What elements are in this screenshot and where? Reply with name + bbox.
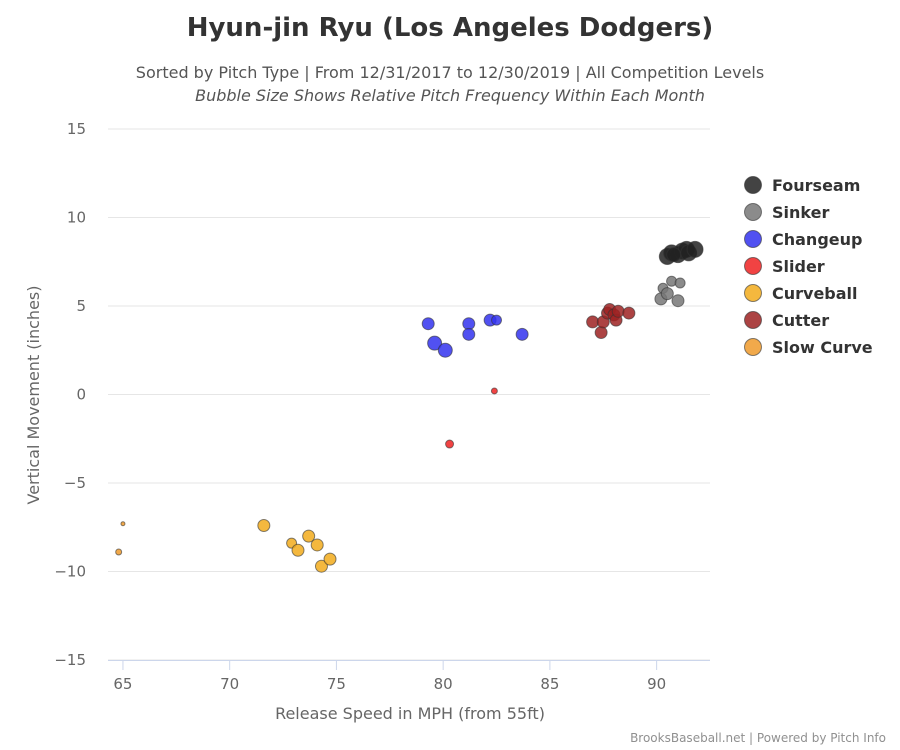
x-tick-label: 65 — [113, 675, 132, 693]
slider-point — [445, 439, 455, 449]
legend-item-sinker[interactable]: Sinker — [744, 203, 830, 222]
chart-subtitle: Sorted by Pitch Type | From 12/31/2017 t… — [136, 63, 764, 82]
legend-label: Sinker — [772, 203, 829, 222]
legend-item-curveball[interactable]: Curveball — [744, 284, 858, 303]
changeup-point — [421, 317, 435, 331]
legend-label: Cutter — [772, 311, 829, 330]
changeup-point — [437, 342, 453, 358]
x-tick-label: 75 — [327, 675, 346, 693]
changeup-point — [515, 327, 529, 341]
legend-item-cutter[interactable]: Cutter — [744, 311, 830, 330]
y-tick-label: −5 — [64, 474, 86, 492]
sinker-point — [671, 294, 685, 308]
curveball-point — [314, 559, 328, 573]
curveball-point — [291, 543, 305, 557]
sinker-point — [660, 287, 674, 301]
x-axis-title: Release Speed in MPH (from 55ft) — [275, 704, 545, 723]
x-axis: 65 70 75 80 85 90 — [108, 660, 710, 693]
slider-point — [490, 387, 498, 395]
legend-marker — [744, 284, 762, 302]
slow-curve-point — [115, 548, 123, 556]
legend-marker — [744, 203, 762, 221]
legend-marker — [744, 230, 762, 248]
legend-marker — [744, 176, 762, 194]
y-axis-title: Vertical Movement (inches) — [24, 286, 43, 505]
legend-label: Slider — [772, 257, 825, 276]
curveball-point — [310, 538, 324, 552]
slow-curve-point — [120, 521, 126, 527]
legend-item-fourseam[interactable]: Fourseam — [744, 176, 861, 195]
curveball-point — [323, 552, 337, 566]
x-tick-label: 70 — [220, 675, 239, 693]
cutter-point — [622, 306, 636, 320]
fourseam-point — [686, 240, 704, 258]
changeup-point — [491, 314, 503, 326]
legend-label: Changeup — [772, 230, 862, 249]
y-tick-label: 5 — [76, 297, 86, 315]
chart-credits: BrooksBaseball.net | Powered by Pitch In… — [630, 731, 886, 745]
y-tick-label: 10 — [67, 209, 86, 227]
cutter-point — [594, 326, 608, 340]
cutter-point — [611, 304, 625, 318]
x-tick-label: 90 — [647, 675, 666, 693]
legend-marker — [744, 338, 762, 356]
legend-label: Curveball — [772, 284, 858, 303]
curveball-point — [257, 518, 271, 532]
y-tick-label: −10 — [54, 563, 86, 581]
changeup-point — [427, 335, 443, 351]
legend-marker — [744, 257, 762, 275]
y-tick-label: 15 — [67, 120, 86, 138]
sinker-point — [674, 277, 686, 289]
data-points — [115, 240, 704, 573]
legend-item-changeup[interactable]: Changeup — [744, 230, 863, 249]
y-tick-label: 0 — [76, 386, 86, 404]
legend-label: Slow Curve — [772, 338, 873, 357]
y-tick-label: −15 — [54, 651, 86, 669]
legend-marker — [744, 311, 762, 329]
chart-subtitle-note: Bubble Size Shows Relative Pitch Frequen… — [195, 86, 705, 105]
changeup-point — [462, 327, 476, 341]
legend-label: Fourseam — [772, 176, 860, 195]
legend-item-slider[interactable]: Slider — [744, 257, 825, 276]
legend-item-slow-curve[interactable]: Slow Curve — [744, 338, 873, 357]
curveball-point — [302, 529, 316, 543]
fourseam-point — [666, 247, 682, 263]
x-tick-label: 80 — [434, 675, 453, 693]
chart-title: Hyun-jin Ryu (Los Angeles Dodgers) — [187, 13, 714, 43]
gridlines — [108, 128, 710, 661]
legend: Fourseam Sinker Changeup Slider Curveball Cut… — [744, 176, 873, 357]
y-axis-ticks: 15 10 5 0 −5 −10 −15 — [54, 120, 86, 669]
x-tick-label: 85 — [540, 675, 559, 693]
